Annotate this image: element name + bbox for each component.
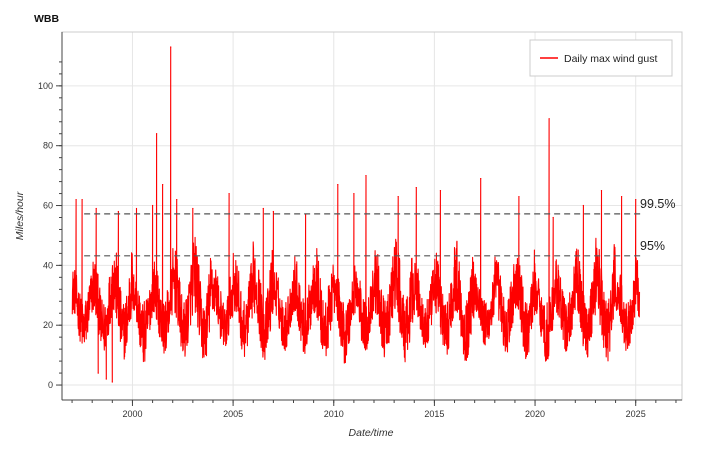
peak-point bbox=[552, 216, 554, 219]
peak-point bbox=[156, 133, 158, 135]
peak-point bbox=[518, 195, 520, 198]
peak-point bbox=[272, 210, 274, 213]
x-tick-label: 2020 bbox=[525, 409, 545, 419]
peak-point bbox=[353, 192, 355, 195]
peak-point bbox=[111, 381, 113, 383]
y-tick-label: 100 bbox=[38, 81, 53, 91]
peak-point bbox=[75, 198, 77, 201]
reference-line-label: 99.5% bbox=[640, 197, 675, 211]
x-tick-label: 2000 bbox=[122, 409, 142, 419]
peak-point bbox=[635, 198, 637, 201]
x-tick-label: 2025 bbox=[626, 409, 646, 419]
peak-point bbox=[228, 192, 230, 195]
legend-label: Daily max wind gust bbox=[564, 53, 657, 65]
peak-point bbox=[365, 175, 367, 177]
peak-point bbox=[95, 207, 97, 210]
y-axis-title: Miles/hour bbox=[14, 191, 26, 240]
peak-point bbox=[81, 198, 83, 201]
peak-point bbox=[151, 204, 154, 207]
peak-point bbox=[170, 46, 172, 48]
peak-point bbox=[192, 207, 194, 210]
x-axis-title: Date/time bbox=[349, 427, 394, 439]
peak-point bbox=[262, 207, 264, 210]
x-tick-label: 2010 bbox=[324, 409, 344, 419]
reference-lines: 99.5% 95% bbox=[84, 197, 675, 257]
y-tick-label: 20 bbox=[43, 320, 53, 330]
peak-point bbox=[176, 198, 178, 201]
peak-point bbox=[135, 207, 138, 210]
axes: 2000 2005 2010 2015 2020 2025 0 20 40 60 80 100 bbox=[38, 32, 682, 419]
peak-point bbox=[582, 204, 584, 207]
y-tick-label: 60 bbox=[43, 201, 53, 211]
peak-point bbox=[480, 178, 482, 180]
series-layer bbox=[71, 46, 641, 383]
series-line-daily-max-wind-gust bbox=[71, 46, 641, 383]
y-tick-label: 0 bbox=[48, 380, 53, 390]
reference-line-label: 95% bbox=[640, 239, 665, 253]
peak-point bbox=[337, 183, 339, 186]
x-tick-label: 2015 bbox=[424, 409, 444, 419]
x-tick-label: 2005 bbox=[223, 409, 243, 419]
legend: Daily max wind gust bbox=[529, 39, 673, 77]
peak-point bbox=[162, 183, 164, 186]
y-tick-label: 80 bbox=[43, 141, 53, 151]
peak-point bbox=[105, 378, 107, 380]
chart-title: WBB bbox=[34, 13, 59, 25]
peak-point bbox=[600, 189, 603, 192]
peak-point bbox=[117, 210, 119, 213]
peak-point bbox=[397, 195, 399, 198]
peak-point bbox=[415, 186, 417, 189]
peak-point bbox=[439, 189, 442, 192]
peak-point bbox=[621, 195, 623, 198]
peak-point bbox=[548, 118, 550, 120]
y-tick-label: 40 bbox=[43, 260, 53, 270]
peak-point bbox=[97, 372, 99, 374]
